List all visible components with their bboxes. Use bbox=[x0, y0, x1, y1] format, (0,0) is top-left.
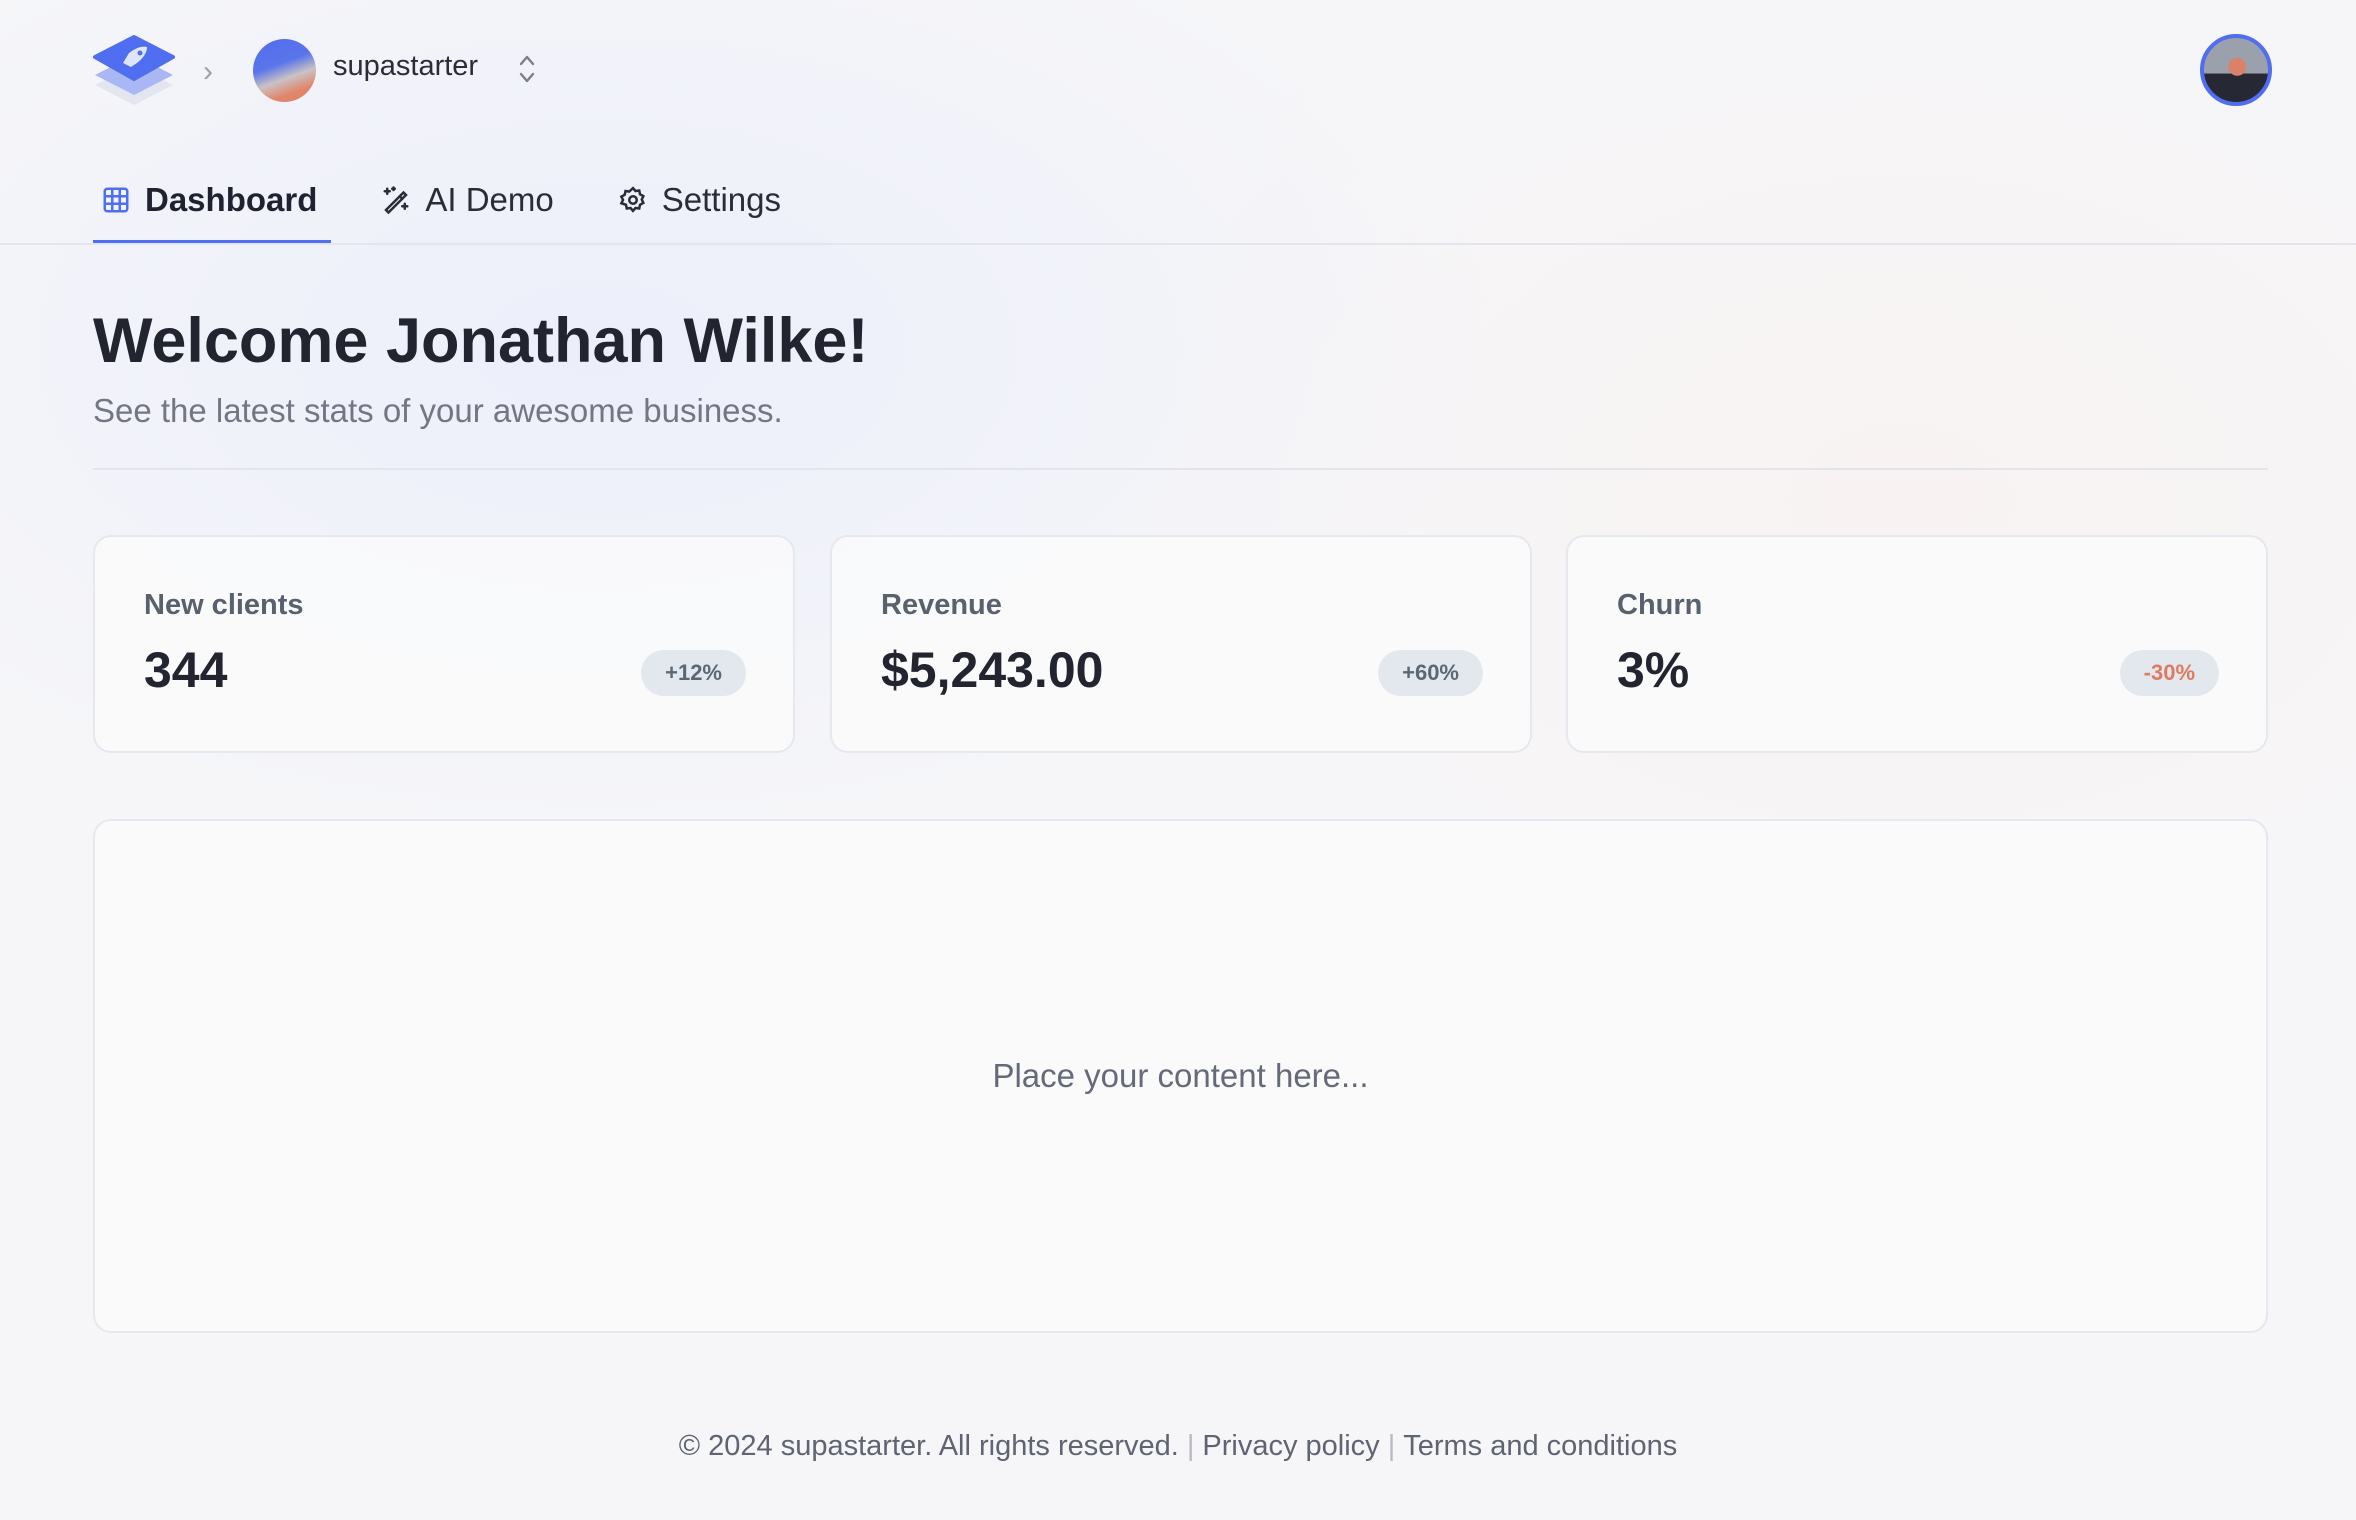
tab-settings[interactable]: Settings bbox=[610, 160, 795, 240]
terms-link[interactable]: Terms and conditions bbox=[1403, 1430, 1678, 1462]
gear-icon bbox=[619, 186, 645, 213]
user-avatar[interactable] bbox=[2200, 34, 2272, 106]
stat-change-badge: +60% bbox=[1378, 650, 1483, 696]
stat-label: Revenue bbox=[881, 589, 1002, 621]
content-placeholder-text: Place your content here... bbox=[992, 1057, 1369, 1094]
tab-dashboard[interactable]: Dashboard bbox=[93, 160, 332, 244]
tab-label: Settings bbox=[661, 181, 781, 218]
divider bbox=[93, 468, 2268, 470]
content-placeholder-card: Place your content here... bbox=[93, 819, 2268, 1333]
tab-ai-demo[interactable]: AI Demo bbox=[373, 160, 567, 240]
footer-separator: | bbox=[1186, 1430, 1195, 1462]
footer: © 2024 supastarter. All rights reserved.… bbox=[0, 1430, 2356, 1463]
stat-change-badge: +12% bbox=[641, 650, 746, 696]
nav-tabs: Dashboard AI Demo Settings bbox=[93, 160, 837, 244]
stat-change-badge: -30% bbox=[2119, 650, 2219, 696]
tab-label: Dashboard bbox=[145, 181, 318, 218]
header-divider bbox=[0, 243, 2356, 245]
stat-card-new-clients: New clients 344 +12% bbox=[93, 535, 795, 753]
chevron-right-icon: › bbox=[203, 55, 213, 88]
copyright: © 2024 supastarter. All rights reserved. bbox=[678, 1430, 1179, 1462]
magic-wand-icon bbox=[383, 186, 409, 215]
stat-value: 344 bbox=[144, 642, 228, 698]
tab-label: AI Demo bbox=[425, 181, 554, 218]
logo-rocket-icon[interactable] bbox=[93, 35, 175, 107]
org-name[interactable]: supastarter bbox=[333, 50, 479, 82]
stat-value: 3% bbox=[1617, 642, 1690, 698]
stat-card-churn: Churn 3% -30% bbox=[1566, 535, 2268, 753]
org-avatar[interactable] bbox=[253, 39, 316, 102]
stat-value: $5,243.00 bbox=[881, 642, 1104, 698]
stat-label: Churn bbox=[1617, 589, 1703, 621]
stat-label: New clients bbox=[144, 589, 304, 621]
footer-separator: | bbox=[1387, 1430, 1396, 1462]
page-title: Welcome Jonathan Wilke! bbox=[93, 306, 869, 376]
stat-card-revenue: Revenue $5,243.00 +60% bbox=[830, 535, 1532, 753]
privacy-policy-link[interactable]: Privacy policy bbox=[1202, 1430, 1380, 1462]
grid-icon bbox=[103, 187, 129, 213]
chevron-up-down-icon[interactable] bbox=[516, 52, 538, 86]
page-subtitle: See the latest stats of your awesome bus… bbox=[93, 392, 783, 429]
